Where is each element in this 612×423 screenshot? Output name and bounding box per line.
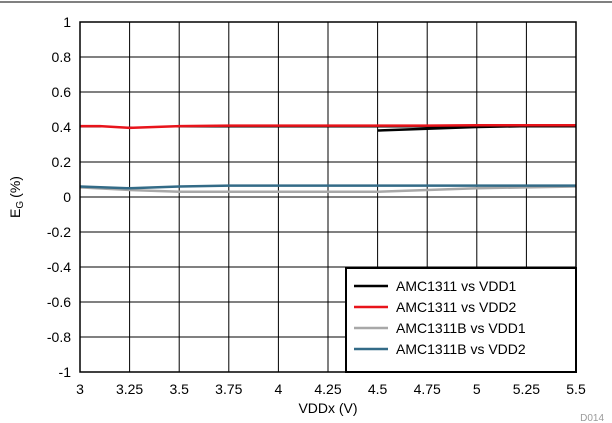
x-tick-label: 3 [76,381,84,397]
x-tick-label: 3.25 [116,381,143,397]
x-tick-label: 3.75 [215,381,242,397]
x-tick-label: 3.5 [169,381,189,397]
y-tick-labels: -1 -0.8 -0.6 -0.4 -0.2 0 0.2 0.4 0.6 0.8 1 [47,14,71,380]
x-tick-label: 4 [275,381,283,397]
y-axis-title: EG (%) [7,176,26,218]
x-axis-title: VDDx (V) [298,400,357,416]
x-tick-label: 5.5 [566,381,586,397]
legend-label: AMC1311 vs VDD2 [396,299,517,315]
y-tick-label: 0.6 [52,84,72,100]
y-tick-label: 0.4 [52,119,72,135]
legend-label: AMC1311 vs VDD1 [396,278,517,294]
y-tick-label: -1 [59,364,72,380]
legend-label: AMC1311B vs VDD1 [396,320,526,336]
y-tick-label: -0.6 [47,294,71,310]
x-tick-label: 4.75 [414,381,441,397]
y-axis-title-main: E [7,209,23,218]
y-tick-label: 0 [63,189,71,205]
series-line-3 [79,184,576,190]
series-line-1 [80,124,576,130]
y-axis-title-unit: (%) [7,176,23,198]
y-axis-title-subscript: G [15,201,26,209]
y-tick-label: -0.2 [47,224,71,240]
y-tick-label: -0.4 [47,259,71,275]
y-tick-label: 0.8 [52,49,72,65]
y-tick-label: 0.2 [52,154,72,170]
y-tick-label: 1 [63,14,71,30]
figure-reference-id: D014 [580,413,604,423]
x-tick-labels: 3 3.25 3.5 3.75 4 4.25 4.5 4.75 5 5.25 5.5 [76,381,586,397]
x-tick-label: 4.5 [368,381,388,397]
y-tick-label: -0.8 [47,329,71,345]
series-layer [79,124,577,193]
series-line-2 [79,185,577,193]
x-tick-label: 5.25 [513,381,540,397]
plot-frame [79,21,577,373]
x-tick-label: 5 [473,381,481,397]
legend-label: AMC1311B vs VDD2 [396,341,526,357]
x-tick-label: 4.25 [314,381,341,397]
legend: AMC1311 vs VDD1 AMC1311 vs VDD2 AMC1311B v… [345,267,577,373]
